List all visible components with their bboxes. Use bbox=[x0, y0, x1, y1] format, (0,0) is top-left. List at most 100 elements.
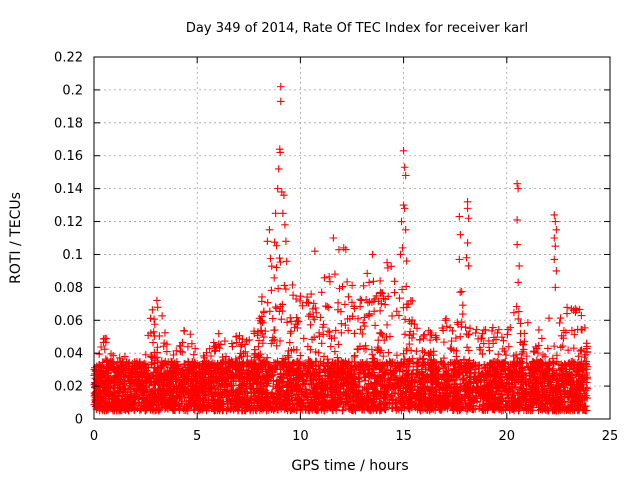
data-point bbox=[300, 334, 308, 343]
data-points bbox=[90, 82, 591, 415]
data-point bbox=[420, 393, 428, 401]
data-point bbox=[514, 397, 523, 405]
data-point bbox=[279, 370, 288, 379]
data-point bbox=[359, 318, 367, 327]
data-point bbox=[529, 378, 537, 386]
data-point bbox=[251, 392, 260, 401]
data-point bbox=[130, 358, 139, 366]
data-point bbox=[259, 379, 267, 388]
data-point bbox=[371, 379, 379, 388]
data-point bbox=[492, 335, 500, 344]
data-point bbox=[398, 374, 407, 383]
data-point bbox=[325, 303, 333, 312]
data-point bbox=[218, 402, 227, 411]
data-point bbox=[413, 391, 421, 399]
data-point bbox=[153, 358, 162, 367]
data-point bbox=[360, 313, 369, 322]
data-point bbox=[143, 386, 151, 394]
data-point bbox=[512, 368, 520, 377]
data-point bbox=[376, 277, 384, 285]
data-point bbox=[558, 364, 566, 373]
data-point bbox=[478, 334, 486, 342]
data-point bbox=[478, 329, 487, 338]
data-point bbox=[266, 254, 275, 263]
data-point bbox=[413, 324, 421, 333]
data-point bbox=[148, 306, 157, 314]
data-point bbox=[520, 337, 529, 346]
data-point bbox=[518, 365, 527, 373]
data-point bbox=[183, 375, 191, 383]
data-point bbox=[583, 365, 591, 374]
data-point bbox=[112, 396, 121, 405]
data-point bbox=[215, 344, 224, 352]
data-point bbox=[303, 366, 311, 374]
data-point bbox=[245, 336, 254, 344]
data-point bbox=[292, 375, 300, 384]
data-point bbox=[379, 294, 388, 303]
data-point bbox=[524, 318, 532, 327]
data-point bbox=[275, 254, 284, 262]
data-point bbox=[433, 370, 442, 378]
data-point bbox=[164, 358, 172, 366]
data-point bbox=[213, 391, 222, 399]
data-point bbox=[477, 335, 485, 343]
data-point bbox=[582, 371, 590, 379]
data-point bbox=[308, 406, 317, 414]
data-point bbox=[282, 371, 291, 380]
data-point bbox=[103, 362, 112, 371]
data-point bbox=[416, 380, 425, 389]
data-point bbox=[425, 386, 433, 394]
data-point bbox=[338, 406, 347, 415]
data-point bbox=[446, 323, 454, 332]
data-point bbox=[178, 365, 186, 374]
data-point bbox=[493, 329, 502, 337]
data-point bbox=[283, 378, 292, 386]
data-point bbox=[462, 367, 471, 376]
data-point bbox=[402, 282, 410, 291]
data-point bbox=[368, 345, 376, 354]
data-point bbox=[222, 391, 231, 399]
data-point bbox=[429, 405, 437, 414]
data-point bbox=[281, 403, 290, 411]
data-point bbox=[260, 333, 268, 341]
data-point bbox=[571, 304, 580, 313]
data-point bbox=[124, 393, 132, 401]
data-point bbox=[572, 370, 580, 379]
data-point bbox=[304, 342, 312, 351]
data-point bbox=[377, 387, 385, 396]
data-point bbox=[342, 359, 350, 368]
data-point bbox=[121, 352, 129, 361]
data-point bbox=[518, 350, 526, 358]
data-point bbox=[398, 368, 407, 376]
data-point bbox=[372, 406, 381, 414]
data-point bbox=[337, 329, 346, 337]
data-point bbox=[564, 393, 572, 402]
data-point bbox=[384, 385, 393, 393]
data-point bbox=[517, 364, 526, 373]
data-point bbox=[311, 348, 320, 356]
data-point bbox=[184, 374, 192, 382]
data-point bbox=[555, 319, 564, 327]
data-point bbox=[393, 307, 401, 315]
data-point bbox=[381, 300, 389, 309]
data-point bbox=[504, 362, 512, 371]
data-point bbox=[526, 369, 534, 378]
data-point bbox=[180, 326, 188, 335]
data-point bbox=[248, 364, 257, 372]
data-point bbox=[514, 315, 523, 323]
data-point bbox=[583, 394, 591, 402]
data-point bbox=[99, 405, 107, 413]
data-point bbox=[564, 378, 573, 387]
data-point bbox=[480, 339, 488, 348]
data-point bbox=[502, 402, 511, 410]
data-point bbox=[452, 334, 460, 342]
data-point bbox=[378, 361, 387, 370]
data-point bbox=[115, 354, 124, 362]
data-point bbox=[413, 405, 422, 414]
data-point bbox=[150, 315, 158, 323]
data-point bbox=[472, 325, 481, 334]
data-point bbox=[350, 304, 359, 313]
data-point bbox=[472, 393, 480, 401]
data-point bbox=[287, 327, 295, 336]
data-point bbox=[439, 326, 447, 335]
